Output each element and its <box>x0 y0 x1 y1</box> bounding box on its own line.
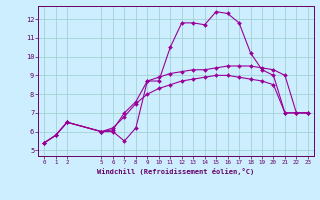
X-axis label: Windchill (Refroidissement éolien,°C): Windchill (Refroidissement éolien,°C) <box>97 168 255 175</box>
